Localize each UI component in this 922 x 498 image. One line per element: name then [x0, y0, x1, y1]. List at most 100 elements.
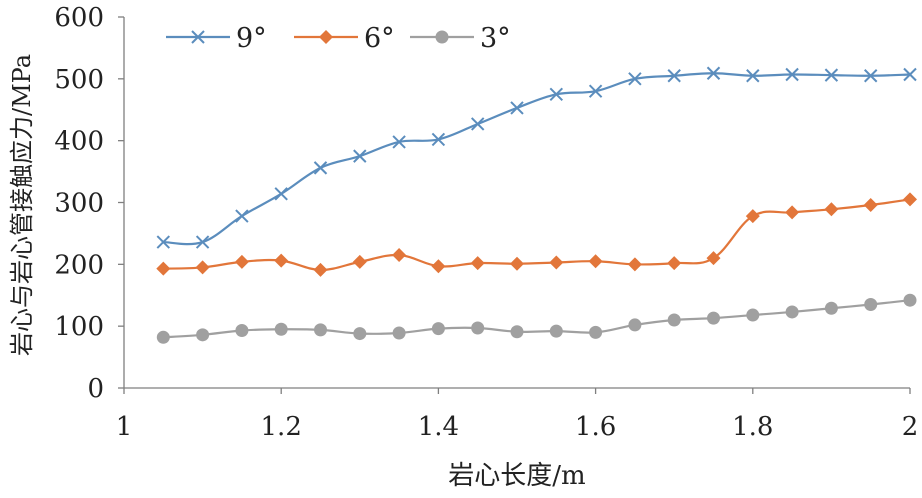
data-point [314, 323, 327, 337]
series-line [163, 198, 911, 271]
x-marker-stroke [235, 209, 249, 223]
data-point [824, 202, 839, 217]
data-point [510, 256, 524, 271]
x-marker-stroke [195, 235, 210, 249]
data-point [707, 311, 720, 325]
x-marker-stroke [628, 72, 642, 86]
data-point [156, 261, 171, 276]
data-point [549, 324, 563, 338]
data-point [549, 87, 564, 101]
data-point [785, 67, 799, 82]
data-point [274, 187, 288, 201]
x-marker-stroke [191, 30, 205, 44]
data-point [313, 161, 328, 175]
series-line [163, 72, 911, 246]
x-marker-stroke [274, 187, 288, 201]
data-point [824, 301, 838, 315]
data-point [628, 72, 642, 86]
series-2 [156, 192, 917, 277]
series-layer [156, 66, 917, 344]
y-tick-label: 200 [54, 250, 104, 280]
data-point [903, 67, 917, 82]
data-point [156, 330, 170, 344]
x-tick-label: 1 [116, 412, 133, 442]
x-tick-label: 1.2 [261, 412, 302, 442]
y-tick-label: 600 [54, 3, 104, 33]
data-point [588, 84, 603, 98]
y-tick-label: 100 [54, 312, 104, 342]
data-point [431, 259, 446, 274]
data-point [706, 251, 721, 266]
data-point [667, 313, 681, 327]
data-point [392, 326, 406, 340]
data-point [392, 135, 406, 149]
data-point [353, 149, 367, 163]
data-point [863, 197, 878, 212]
x-marker-stroke [392, 135, 406, 149]
data-point [746, 308, 760, 322]
series-3 [156, 293, 917, 344]
data-point [628, 318, 642, 332]
legend-marker [319, 30, 333, 44]
data-point [864, 298, 878, 312]
data-point [824, 68, 839, 82]
data-point [588, 254, 603, 269]
data-point [156, 235, 171, 249]
data-point [234, 254, 249, 269]
data-point [589, 325, 603, 339]
legend-item-3: 3° [410, 23, 511, 54]
x-marker-stroke [549, 87, 564, 101]
x-axis-label: 岩心长度/m [448, 461, 585, 491]
data-point [903, 192, 917, 207]
data-point [785, 305, 799, 319]
x-marker-stroke [746, 69, 760, 83]
x-tick-label: 2 [902, 412, 919, 442]
data-point [746, 69, 760, 83]
data-point [549, 255, 564, 270]
data-point [510, 101, 524, 115]
data-point [470, 256, 485, 271]
data-point [667, 69, 681, 83]
legend-label: 9° [236, 23, 267, 54]
x-marker-stroke [824, 68, 839, 82]
x-tick-label: 1.6 [575, 412, 616, 442]
data-point [195, 260, 210, 275]
x-tick-label: 1.4 [418, 412, 459, 442]
y-axis-label: 岩心与岩心管接触应力/MPa [8, 54, 36, 356]
data-point [392, 248, 407, 263]
x-marker-stroke [903, 67, 917, 82]
data-point [195, 235, 210, 249]
data-point [706, 66, 721, 80]
x-marker-stroke [667, 69, 681, 83]
legend-item-2: 6° [294, 23, 395, 54]
y-tick-label: 500 [54, 65, 104, 95]
data-point [785, 205, 800, 220]
x-marker-stroke [313, 161, 328, 175]
x-marker-stroke [156, 235, 171, 249]
data-point [235, 209, 249, 223]
data-point [274, 322, 288, 336]
series-1 [156, 66, 917, 249]
x-marker-stroke [863, 69, 878, 83]
x-marker-stroke [706, 66, 721, 80]
x-marker-stroke [431, 132, 446, 147]
legend-label: 3° [480, 23, 511, 54]
legend-marker [191, 30, 205, 44]
x-marker-stroke [470, 117, 485, 131]
data-point [235, 323, 249, 337]
legend-label: 6° [364, 23, 395, 54]
x-marker-stroke [785, 67, 799, 82]
axes: 0 100 200 300 400 500 600 1 1.2 1.4 1.6 1.8 2 [54, 3, 918, 442]
data-point [627, 257, 642, 272]
x-tick-label: 1.8 [732, 412, 773, 442]
data-point [903, 293, 917, 307]
x-marker-stroke [588, 84, 603, 98]
data-point [667, 256, 682, 271]
legend-item-1: 9° [166, 23, 267, 54]
data-point [431, 132, 446, 147]
data-point [353, 327, 367, 341]
x-marker-stroke [353, 149, 367, 163]
data-point [352, 254, 367, 269]
y-tick-label: 400 [54, 127, 104, 157]
